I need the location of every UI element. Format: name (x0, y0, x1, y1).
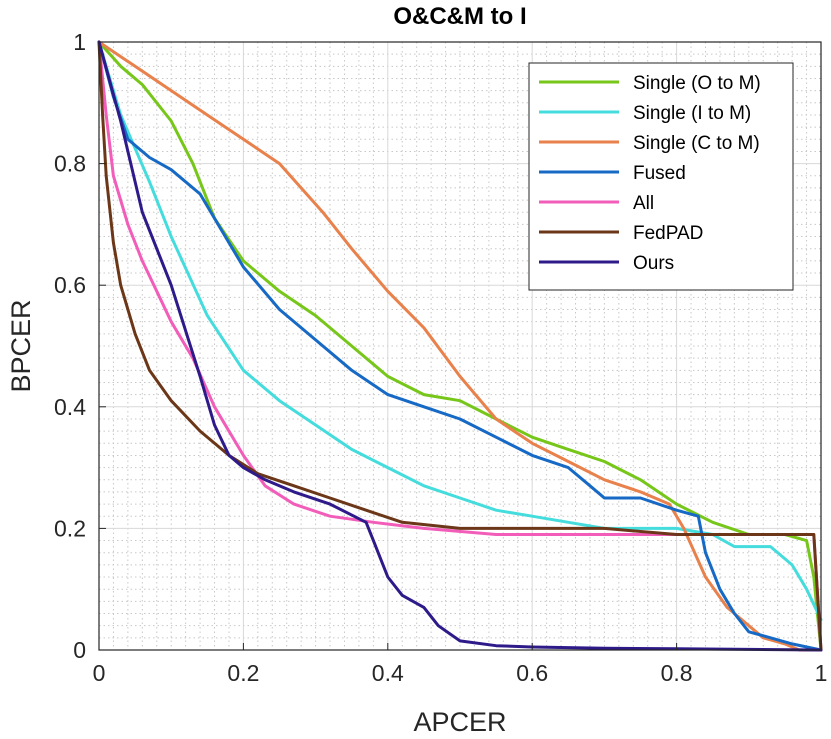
series-line-fedpad (97, 40, 823, 652)
legend-label: FedPAD (633, 223, 703, 244)
axis-ticks: 0 0.2 0.4 0.6 0.8 1 0 0.2 0.4 0.6 0.8 1 (54, 29, 827, 686)
x-tick-label: 0.8 (661, 660, 693, 686)
y-tick-label: 0.4 (54, 394, 86, 420)
x-tick-label: 0.4 (372, 660, 404, 686)
y-tick-label: 0.2 (54, 515, 86, 541)
x-tick-label: 0.6 (516, 660, 548, 686)
x-tick-label: 0.2 (227, 660, 259, 686)
chart-title: O&C&M to I (393, 3, 526, 30)
y-axis-label: BPCER (6, 299, 36, 392)
legend-label: All (633, 193, 654, 214)
legend: Single (O to M) Single (I to M) Single (C … (528, 62, 794, 291)
legend-label: Ours (633, 253, 674, 274)
x-tick-label: 0 (93, 660, 106, 686)
x-tick-label: 1 (815, 660, 828, 686)
plot-frame (98, 41, 822, 651)
y-tick-label: 0.6 (54, 272, 86, 298)
legend-label: Single (C to M) (633, 133, 760, 154)
x-axis-label: APCER (413, 707, 506, 737)
legend-label: Fused (633, 163, 686, 184)
legend-label: Single (O to M) (633, 73, 761, 94)
series-line-single-i-to-m (97, 40, 823, 622)
legend-box (528, 62, 794, 291)
y-tick-label: 0.8 (54, 151, 86, 177)
series-line-fused (97, 40, 823, 652)
series-lines (97, 40, 823, 652)
legend-label: Single (I to M) (633, 103, 751, 124)
series-line-single-c-to-m (97, 40, 823, 652)
y-tick-label: 0 (73, 637, 86, 663)
y-tick-label: 1 (73, 29, 86, 55)
